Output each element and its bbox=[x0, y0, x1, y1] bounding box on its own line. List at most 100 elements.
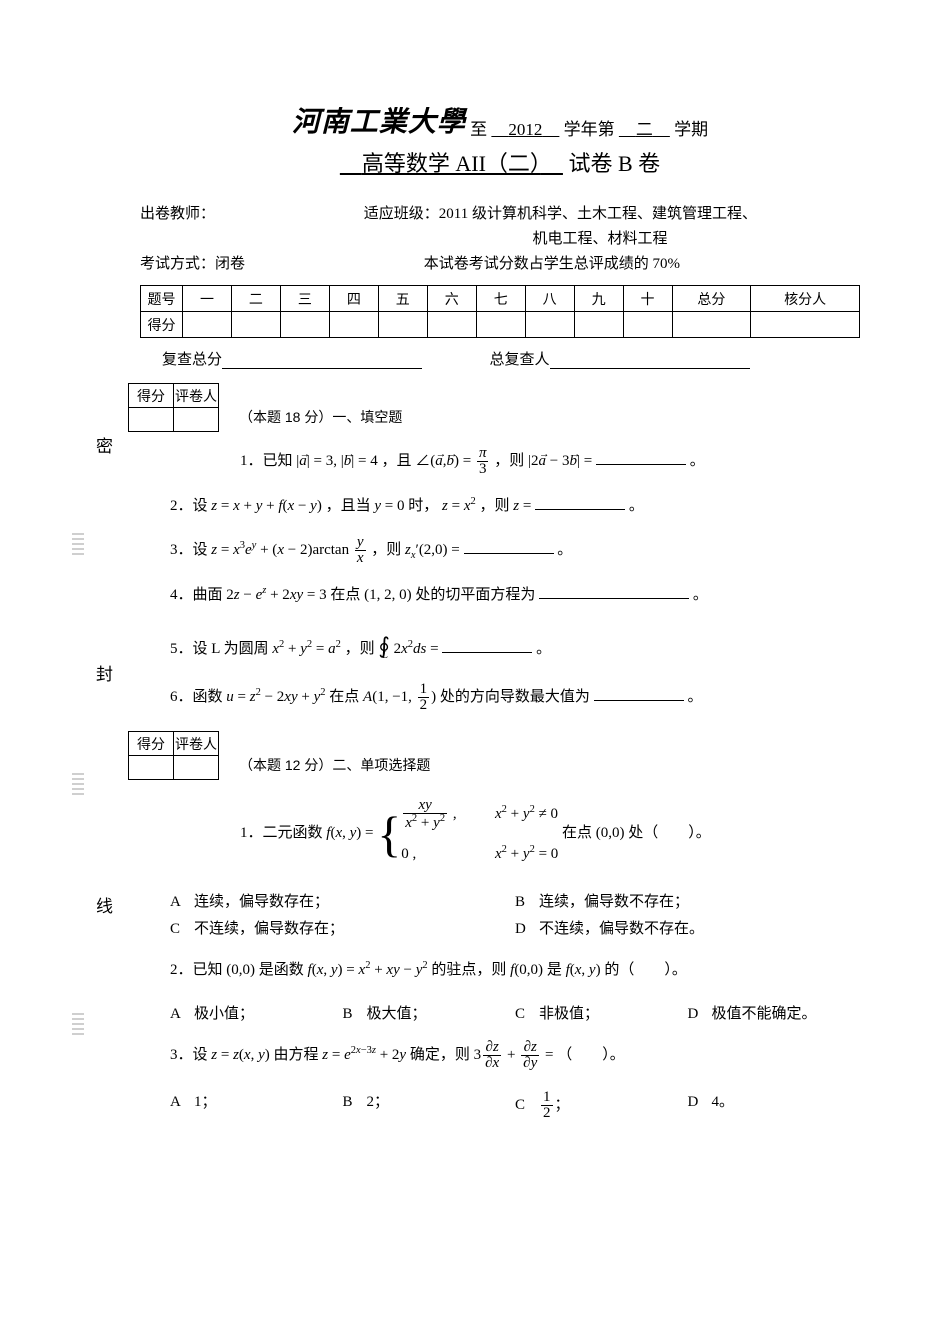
margin-char-feng: 封 bbox=[96, 660, 113, 685]
opt-d: D极值不能确定。 bbox=[688, 999, 861, 1026]
margin-ticks bbox=[72, 1010, 84, 1038]
recheck-person-label: 总复查人 bbox=[490, 352, 550, 368]
t: 。 bbox=[690, 453, 705, 469]
t: 确定，则 bbox=[410, 1047, 470, 1063]
opt-c: C12； bbox=[515, 1087, 688, 1124]
opt-a: A连续，偏导数存在； bbox=[170, 887, 515, 914]
q1-2: 2．设 z = x + y + f(x − y) ，且当 y = 0 时， z … bbox=[170, 491, 860, 521]
t: 由方程 bbox=[274, 1047, 319, 1063]
opt-b: B极大值； bbox=[343, 999, 516, 1026]
q1-4: 4．曲面 2z − ez + 2xy = 3 在点 (1, 2, 0) 处的切平… bbox=[170, 580, 860, 610]
info-row-2: 考试方式：闭卷 本试卷考试分数占学生总评成绩的 70% bbox=[140, 252, 860, 273]
score-table: 题号 一 二 三 四 五 六 七 八 九 十 总分 核分人 得分 bbox=[140, 285, 860, 338]
section-1-header: 得分评卷人 （本题 18 分）一、填空题 bbox=[128, 383, 860, 432]
info-row-1b: 机电工程、材料工程 bbox=[140, 227, 860, 248]
t: 是 bbox=[547, 962, 562, 978]
exam-mode-label: 考试方式： bbox=[140, 256, 215, 272]
mini-grader: 评卷人 bbox=[174, 384, 219, 408]
q1-1: 1．已知 |a| = 3, |b| = 4 ，且 ∠(a,b) = π3 ，则 … bbox=[240, 446, 860, 477]
t: 。 bbox=[557, 542, 572, 558]
recheck-person-fill bbox=[550, 351, 750, 369]
answer-blank bbox=[596, 449, 686, 465]
t: 2．已知 bbox=[170, 962, 223, 978]
t: 的（ ）。 bbox=[604, 962, 687, 978]
t: 处（ ）。 bbox=[628, 825, 711, 841]
course-name: 高等数学 AII（二） bbox=[340, 151, 563, 176]
piecewise: { xyx2 + y2 , x2 + y2 ≠ 0 0 , x2 + y2 = … bbox=[377, 794, 558, 873]
table-row: 得分 bbox=[141, 312, 860, 338]
t: 极大值； bbox=[367, 1006, 427, 1022]
oint-icon: ∮L bbox=[378, 633, 389, 658]
th-label: 题号 bbox=[141, 286, 183, 312]
t: 3．设 bbox=[170, 542, 208, 558]
col-h: 五 bbox=[378, 286, 427, 312]
answer-blank bbox=[442, 637, 532, 653]
section-1-heading: （本题 18 分）一、填空题 bbox=[239, 383, 402, 427]
t: ，则 bbox=[494, 453, 524, 469]
t: 是函数 bbox=[259, 962, 304, 978]
t: 。 bbox=[693, 587, 708, 603]
page: 河南工業大學 至 2012 学年第 二 学期 高等数学 AII（二） 试卷 B … bbox=[140, 100, 860, 1130]
col-h: 九 bbox=[574, 286, 623, 312]
mini-grader: 评卷人 bbox=[174, 732, 219, 756]
header-line-1: 河南工業大學 至 2012 学年第 二 学期 bbox=[140, 100, 860, 140]
answer-blank bbox=[594, 685, 684, 701]
section-2-header: 得分评卷人 （本题 12 分）二、单项选择题 bbox=[128, 731, 860, 780]
q2-2-options: A极小值； B极大值； C非极值； D极值不能确定。 bbox=[170, 999, 860, 1026]
q2-1-options: A连续，偏导数存在； B连续，偏导数不存在； C不连续，偏导数存在； D不连续，… bbox=[170, 887, 860, 941]
margin-ticks bbox=[72, 530, 84, 558]
recheck-total-fill bbox=[222, 351, 422, 369]
opt-b: B连续，偏导数不存在； bbox=[515, 887, 860, 914]
q2-2: 2．已知 (0,0) 是函数 f(x, y) = x2 + xy − y2 的驻… bbox=[170, 955, 860, 985]
opt-a: A1； bbox=[170, 1087, 343, 1124]
t: 极值不能确定。 bbox=[712, 1006, 817, 1022]
header-xn: 学年第 bbox=[564, 120, 615, 139]
t: ，且当 bbox=[326, 498, 371, 514]
col-h: 总分 bbox=[672, 286, 751, 312]
class-value: 2011 级计算机科学、土木工程、建筑管理工程、 bbox=[439, 206, 757, 222]
percent-text: 本试卷考试分数占学生总评成绩的 70% bbox=[424, 256, 680, 272]
t: 处的方向导数最大值为 bbox=[440, 689, 590, 705]
q2-3: 3．设 z = z(x, y) 由方程 z = e2x−3z + 2y 确定，则… bbox=[170, 1040, 860, 1071]
t: 不连续，偏导数存在； bbox=[194, 921, 344, 937]
section-2-heading: （本题 12 分）二、单项选择题 bbox=[239, 731, 430, 775]
margin-char-mi: 密 bbox=[96, 432, 113, 457]
answer-blank bbox=[539, 583, 689, 599]
mini-score: 得分 bbox=[129, 384, 174, 408]
t: 4．曲面 bbox=[170, 587, 223, 603]
t: 在点 bbox=[329, 689, 359, 705]
col-h: 六 bbox=[427, 286, 476, 312]
t: 。 bbox=[536, 641, 551, 657]
t: 极小值； bbox=[194, 1006, 254, 1022]
header-title: 高等数学 AII（二） 试卷 B 卷 bbox=[140, 146, 860, 178]
t: 连续，偏导数存在； bbox=[194, 894, 329, 910]
col-h: 十 bbox=[623, 286, 672, 312]
t: 2．设 bbox=[170, 498, 208, 514]
col-h: 三 bbox=[280, 286, 329, 312]
t: 在点 bbox=[330, 587, 360, 603]
t: ，且 bbox=[381, 453, 411, 469]
col-h: 四 bbox=[329, 286, 378, 312]
header-sem: 二 bbox=[619, 120, 670, 139]
opt-c: C非极值； bbox=[515, 999, 688, 1026]
t: 不连续，偏导数不存在。 bbox=[539, 921, 704, 937]
recheck-total-label: 复查总分 bbox=[162, 352, 222, 368]
t: 5．设 L 为圆周 bbox=[170, 641, 269, 657]
t: ，则 bbox=[371, 542, 401, 558]
score-mini-table: 得分评卷人 bbox=[128, 383, 219, 432]
col-h: 一 bbox=[183, 286, 232, 312]
t: 1．二元函数 bbox=[240, 825, 323, 841]
teacher-label: 出卷教师： bbox=[140, 206, 215, 222]
t: 3．设 bbox=[170, 1047, 208, 1063]
paper-label: 试卷 B 卷 bbox=[568, 151, 660, 176]
t: 非极值； bbox=[539, 1006, 599, 1022]
margin-char-xian: 线 bbox=[96, 892, 113, 917]
t: 的驻点，则 bbox=[431, 962, 506, 978]
opt-b: B2； bbox=[343, 1087, 516, 1124]
header-to: 至 bbox=[470, 120, 487, 139]
t: （ ）。 bbox=[557, 1047, 625, 1063]
col-h: 二 bbox=[231, 286, 280, 312]
header-xq: 学期 bbox=[674, 120, 708, 139]
answer-blank bbox=[464, 538, 554, 554]
margin-ticks bbox=[72, 770, 84, 798]
